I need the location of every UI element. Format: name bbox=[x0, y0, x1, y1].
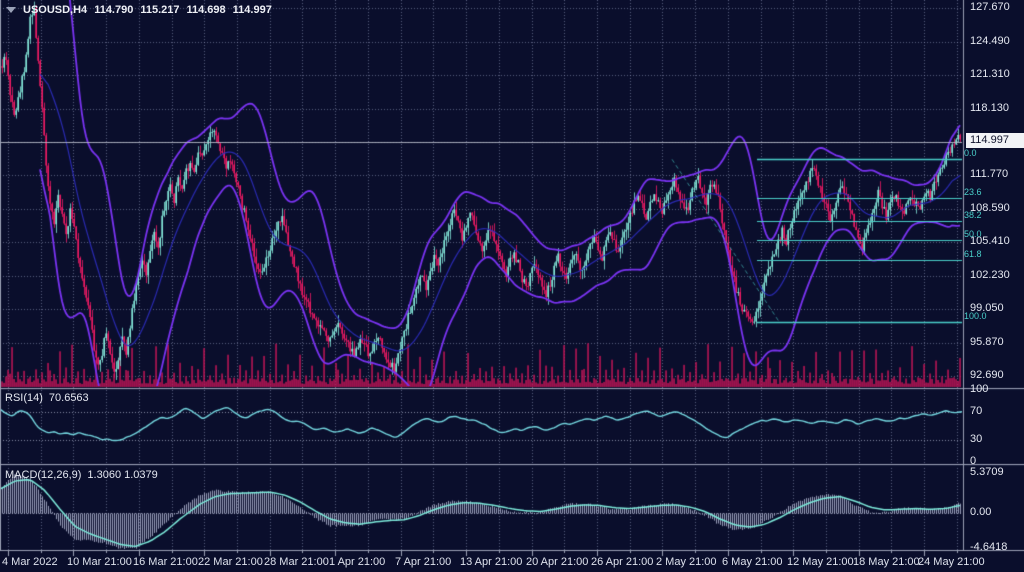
current-price-box: 114.997 bbox=[966, 133, 1024, 148]
symbol-dropdown-icon[interactable] bbox=[6, 7, 16, 13]
